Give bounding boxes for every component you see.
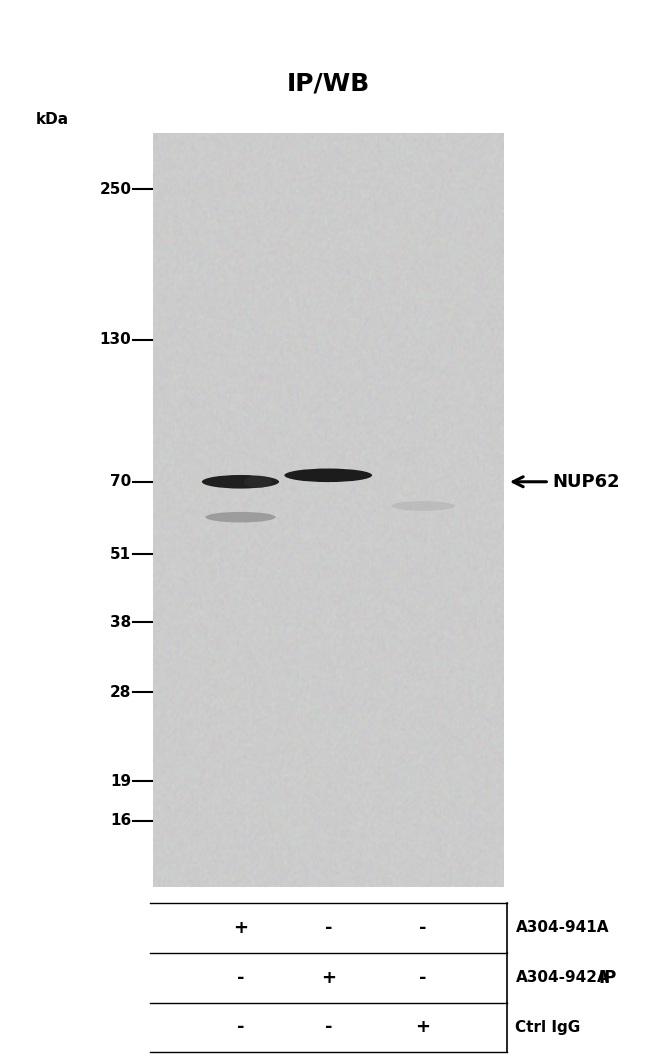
Text: +: +	[233, 919, 248, 937]
Text: 51: 51	[110, 547, 131, 562]
Bar	[153, 133, 504, 887]
Ellipse shape	[205, 512, 276, 523]
Text: 28: 28	[110, 685, 131, 700]
Text: +: +	[415, 1018, 430, 1037]
Text: -: -	[237, 1018, 244, 1037]
Ellipse shape	[285, 468, 372, 482]
Text: +: +	[320, 969, 336, 987]
Text: 70: 70	[110, 475, 131, 490]
Text: -: -	[324, 1018, 332, 1037]
Text: -: -	[419, 969, 427, 987]
Text: -: -	[237, 969, 244, 987]
Text: -: -	[419, 919, 427, 937]
Text: IP/WB: IP/WB	[287, 71, 370, 96]
Text: A304-941A: A304-941A	[515, 920, 609, 936]
Text: kDa: kDa	[36, 113, 69, 127]
Text: 130: 130	[99, 332, 131, 347]
Text: IP: IP	[598, 969, 616, 987]
Ellipse shape	[244, 476, 272, 487]
Ellipse shape	[391, 501, 454, 511]
Text: 38: 38	[110, 615, 131, 630]
Text: 250: 250	[99, 182, 131, 196]
Ellipse shape	[202, 475, 279, 489]
Text: -: -	[324, 919, 332, 937]
Text: 19: 19	[110, 774, 131, 789]
Text: A304-942A: A304-942A	[515, 970, 609, 986]
Text: 16: 16	[110, 813, 131, 828]
Text: NUP62: NUP62	[552, 473, 620, 491]
Text: Ctrl IgG: Ctrl IgG	[515, 1020, 580, 1035]
